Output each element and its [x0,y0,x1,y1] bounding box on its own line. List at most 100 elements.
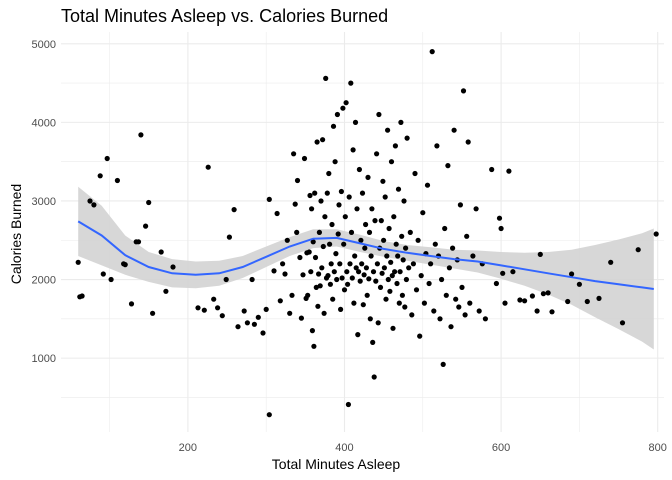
data-point [316,229,322,235]
data-point [459,284,465,290]
data-point [432,241,438,247]
data-point [545,290,551,296]
data-point [470,253,476,259]
data-point [338,306,344,312]
data-point [389,273,395,279]
data-point [327,281,333,287]
data-point [428,261,434,267]
data-point [351,300,357,306]
data-point [510,269,516,275]
data-point [451,127,457,133]
data-point [364,292,370,298]
data-point [388,159,395,165]
data-point [565,298,571,305]
data-point [379,270,385,276]
data-point [314,139,320,145]
data-point [635,247,641,253]
data-point [291,151,297,157]
data-point [321,310,327,316]
data-point [417,333,423,339]
x-tick-labels: 200 400 600 800 [179,442,667,454]
chart-title: Total Minutes Asleep vs. Calories Burned [61,6,389,26]
data-point [104,155,110,162]
data-point [496,215,503,221]
data-point [341,241,347,247]
data-point [502,300,508,306]
trend-line [77,220,654,290]
data-point [387,288,393,294]
data-point [122,262,128,268]
data-point [355,332,361,338]
data-point [282,271,288,277]
data-point [348,80,354,86]
data-point [366,276,372,282]
data-point [385,127,391,133]
data-point [370,269,377,275]
data-point [352,253,358,259]
data-point [266,412,272,418]
data-point [407,229,413,235]
data-point [464,233,470,239]
data-point [420,210,426,216]
y-tick-label: 3000 [32,196,56,208]
y-tick-label: 1000 [32,353,56,365]
data-point [344,269,350,275]
data-point [377,284,384,290]
data-point [345,401,351,408]
data-point [289,292,295,298]
data-point [87,198,93,204]
data-point [517,297,523,303]
data-point [312,190,318,196]
data-point [434,143,440,149]
x-tick-label: 200 [179,442,197,454]
data-point [331,269,337,275]
data-point [398,119,404,125]
data-point [170,264,176,270]
data-point [439,276,445,283]
data-point [354,206,360,212]
data-point [653,231,659,237]
data-point [406,265,412,271]
data-point [395,253,401,259]
data-point [316,271,322,277]
data-point [348,229,355,235]
data-point [251,321,257,327]
data-point [128,301,135,307]
data-point [308,269,314,275]
data-point [358,237,364,243]
data-point [313,284,319,290]
data-point [446,265,452,271]
data-point [522,298,528,304]
scatter-points [75,49,659,418]
data-point [332,159,338,165]
data-point [367,316,373,322]
data-point [372,218,378,224]
data-point [386,225,392,232]
data-point [353,265,359,271]
data-point [381,265,387,271]
data-point [334,111,340,118]
data-point [327,241,333,247]
data-point [150,310,156,316]
data-point [338,188,344,195]
data-point [362,245,368,251]
data-point [339,275,345,281]
data-point [284,237,290,243]
data-point [360,302,366,308]
data-point [294,229,300,235]
data-point [506,168,512,174]
data-point [500,270,506,276]
data-point [374,151,380,157]
data-point [390,325,396,331]
data-point [341,287,348,293]
data-point [489,166,495,173]
data-point [342,214,348,220]
data-point [114,177,120,184]
data-point [374,261,380,267]
y-axis-title: Calories Burned [8,183,24,285]
data-point [498,225,504,232]
data-point [401,198,407,204]
data-point [576,281,583,287]
data-point [404,135,410,141]
data-point [385,276,391,283]
